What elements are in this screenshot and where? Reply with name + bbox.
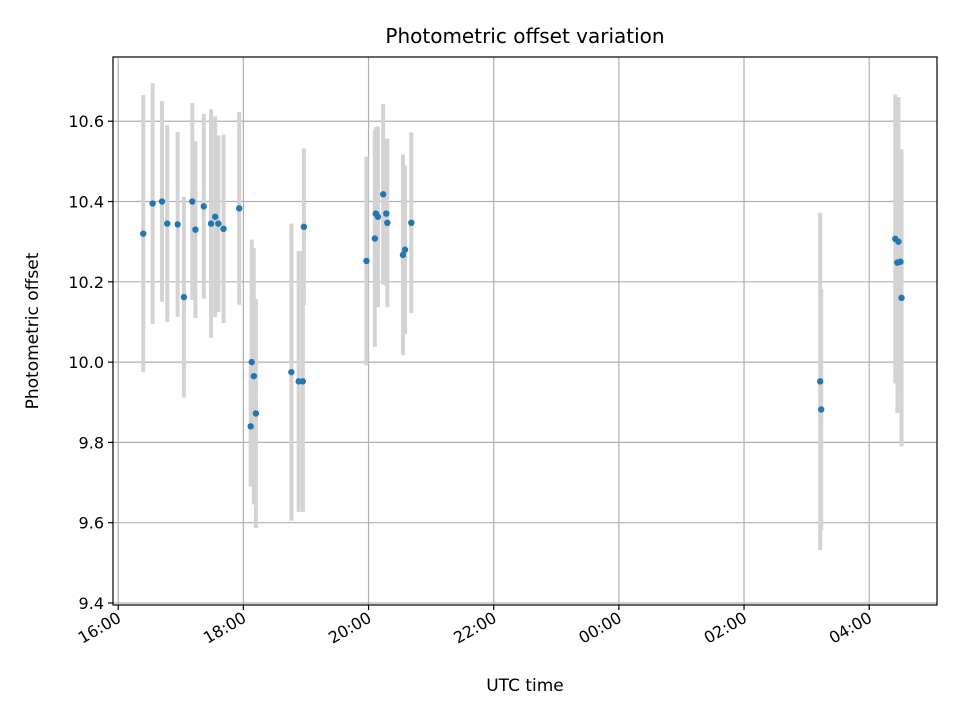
data-point [895,238,902,245]
grid-layer [113,57,937,605]
y-tick-label: 9.6 [79,514,104,533]
data-point [816,378,824,385]
plot-frame [112,56,938,606]
data-point [200,203,207,210]
data-point [300,223,308,231]
data-point [174,221,181,228]
x-axis-label: UTC time [486,676,564,696]
data-point [212,213,219,220]
data-point [299,378,307,385]
data-point [248,358,255,366]
data-point [252,410,260,417]
data-point [158,198,166,205]
y-tick-label: 10.4 [68,193,104,212]
data-point [180,293,188,301]
data-point [207,220,215,227]
y-tick-label: 10.2 [68,273,104,292]
data-point [399,251,407,259]
y-tick-label: 10.0 [68,353,104,372]
data-point [374,213,382,220]
data-point [189,198,196,205]
data-point [371,235,379,242]
data-point [379,191,387,198]
data-point [250,372,258,380]
data-point [898,294,905,302]
data-point [164,220,171,227]
data-point [897,258,904,265]
data-point [236,205,243,212]
data-point [818,406,825,413]
data-point [247,423,254,430]
y-tick-label: 10.6 [68,112,104,131]
data-point [363,257,370,265]
point-layer [140,191,905,430]
data-point [383,210,390,217]
y-axis-label: Photometric offset [23,252,43,409]
chart-title: Photometric offset variation [385,24,664,48]
data-point [149,200,156,207]
data-point [192,226,199,233]
data-point [215,220,222,227]
data-point [140,230,147,237]
data-point [288,368,295,376]
data-point [384,219,391,227]
y-tick-label: 9.4 [79,594,104,613]
data-point [220,225,227,233]
data-point [401,246,409,253]
data-point [408,219,415,227]
y-tick-label: 9.8 [79,433,104,452]
